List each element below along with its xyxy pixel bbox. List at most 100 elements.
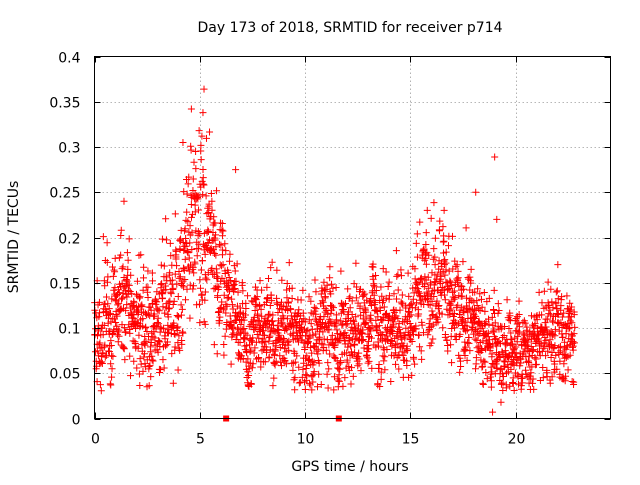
data-point: [280, 314, 288, 322]
data-point: [392, 247, 400, 255]
data-point: [566, 299, 574, 307]
data-point: [149, 277, 157, 285]
data-point: [322, 285, 330, 293]
y-tick-label: 0.2: [58, 232, 80, 248]
data-point: [449, 232, 457, 240]
data-point: [245, 365, 253, 373]
data-point: [202, 274, 210, 282]
data-point: [181, 255, 189, 263]
data-point: [121, 283, 129, 291]
data-point: [303, 362, 311, 370]
data-point: [188, 229, 196, 237]
data-point: [216, 219, 224, 227]
data-point: [546, 379, 554, 387]
data-point: [143, 288, 151, 296]
data-point: [481, 321, 489, 329]
data-point: [153, 318, 161, 326]
data-point: [367, 302, 375, 310]
data-point: [428, 312, 436, 320]
data-point: [486, 344, 494, 352]
data-point: [243, 341, 251, 349]
data-point: [418, 321, 426, 329]
data-point: [531, 320, 539, 328]
data-point: [204, 227, 212, 235]
data-point: [413, 299, 421, 307]
data-point: [445, 267, 453, 275]
data-point: [175, 268, 183, 276]
data-point: [201, 296, 209, 304]
data-point: [101, 353, 109, 361]
data-point: [328, 331, 336, 339]
data-point: [210, 213, 218, 221]
data-point: [227, 277, 235, 285]
data-point: [103, 258, 111, 266]
data-point: [114, 301, 122, 309]
data-point: [387, 378, 395, 386]
data-point: [391, 314, 399, 322]
data-point: [548, 348, 556, 356]
data-point: [281, 345, 289, 353]
y-tick-label: 0.35: [49, 96, 80, 112]
data-point: [511, 353, 519, 361]
data-point: [385, 292, 393, 300]
data-point: [113, 322, 121, 330]
data-point: [542, 337, 550, 345]
data-point: [95, 298, 103, 306]
data-point: [229, 281, 237, 289]
data-point: [408, 338, 416, 346]
data-point: [548, 298, 556, 306]
data-point: [94, 332, 102, 340]
data-point: [548, 373, 556, 381]
data-point: [273, 266, 281, 274]
data-point: [134, 344, 142, 352]
data-point: [414, 331, 422, 339]
data-point: [327, 309, 335, 317]
data-point: [115, 299, 123, 307]
data-point: [222, 247, 230, 255]
data-point: [482, 368, 490, 376]
data-point: [195, 206, 203, 214]
data-point: [355, 360, 363, 368]
data-point: [451, 294, 459, 302]
data-point: [335, 371, 343, 379]
data-point: [568, 319, 576, 327]
data-point: [220, 351, 228, 359]
data-point: [109, 352, 117, 360]
data-point: [113, 331, 121, 339]
data-point: [499, 386, 507, 394]
data-point: [223, 277, 231, 285]
data-point: [421, 273, 429, 281]
data-point: [422, 260, 430, 268]
data-point: [487, 377, 495, 385]
data-point: [486, 373, 494, 381]
data-point: [268, 258, 276, 266]
data-point: [490, 306, 498, 314]
x-tick-label: 15: [402, 432, 420, 448]
x-tick-label: 0: [91, 432, 100, 448]
data-point: [433, 297, 441, 305]
data-point: [339, 382, 347, 390]
data-point: [416, 292, 424, 300]
data-point: [107, 360, 115, 368]
data-point: [174, 313, 182, 321]
data-point: [471, 288, 479, 296]
data-point: [265, 353, 273, 361]
data-point: [547, 285, 555, 293]
data-point: [446, 311, 454, 319]
data-point: [252, 296, 260, 304]
data-point: [553, 310, 561, 318]
points-layer: [91, 85, 579, 422]
data-point: [139, 367, 147, 375]
data-point: [243, 331, 251, 339]
data-point: [289, 329, 297, 337]
data-point: [130, 299, 138, 307]
data-point: [256, 277, 264, 285]
data-point: [127, 271, 135, 279]
data-point: [273, 300, 281, 308]
data-point: [441, 296, 449, 304]
data-point: [199, 165, 207, 173]
data-point: [224, 293, 232, 301]
data-point: [394, 315, 402, 323]
data-point: [320, 313, 328, 321]
data-point: [135, 251, 143, 259]
